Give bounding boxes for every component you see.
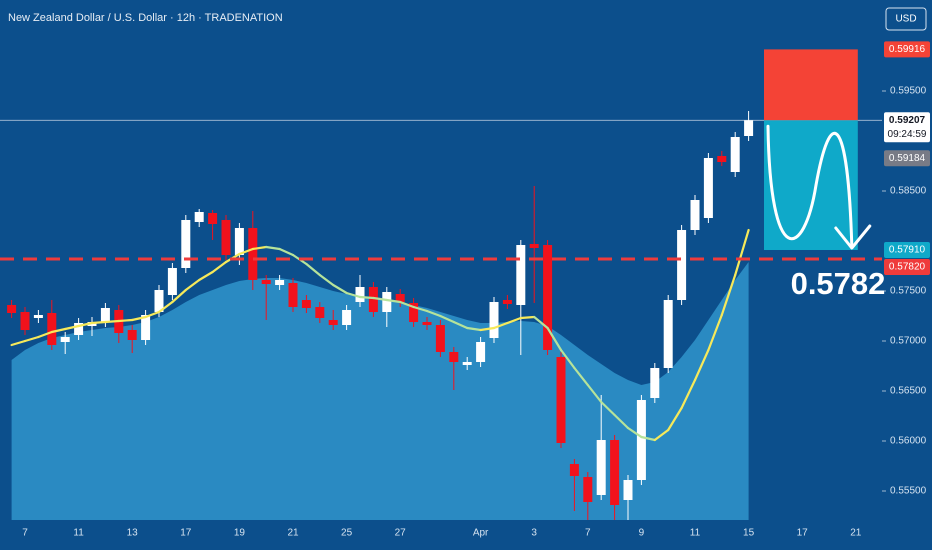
y-tick-label: 0.56000 xyxy=(890,436,927,447)
chart: New Zealand Dollar / U.S. Dollar · 12h ·… xyxy=(0,0,932,550)
candle-body xyxy=(650,368,659,398)
candle-body xyxy=(101,308,110,322)
x-tick-label: 17 xyxy=(797,528,809,539)
candle-body xyxy=(490,302,499,338)
chart-title: New Zealand Dollar / U.S. Dollar · 12h ·… xyxy=(8,12,283,24)
candle-body xyxy=(356,287,365,302)
candle-body xyxy=(222,220,231,255)
moving-average-segment xyxy=(521,317,534,318)
countdown: 09:24:59 xyxy=(888,129,927,140)
price-annotation: 0.5782 xyxy=(791,266,886,301)
stop-price-label: 0.59916 xyxy=(889,44,926,55)
x-tick-label: 25 xyxy=(341,528,353,539)
candle-body xyxy=(570,464,579,476)
moving-average-segment xyxy=(105,321,118,322)
x-tick-label: 13 xyxy=(127,528,139,539)
candle-body xyxy=(516,245,525,305)
y-tick-label: 0.57000 xyxy=(890,336,927,347)
secondary-price-label: 0.59184 xyxy=(889,153,926,164)
moving-average-segment xyxy=(92,322,105,323)
x-tick-label: 21 xyxy=(287,528,299,539)
candle-body xyxy=(235,228,244,255)
candle-body xyxy=(530,244,539,248)
x-tick-label: 7 xyxy=(585,528,591,539)
candle-body xyxy=(7,305,16,313)
last-price-label: 0.59207 xyxy=(889,115,926,126)
candle-body xyxy=(248,228,257,280)
price-line-label: 0.57820 xyxy=(889,262,926,273)
x-tick-label: 11 xyxy=(73,528,84,539)
candle-body xyxy=(181,220,190,268)
x-tick-label: Apr xyxy=(473,528,489,539)
x-tick-label: 15 xyxy=(743,528,755,539)
candle-body xyxy=(21,312,30,330)
candle-body xyxy=(731,137,740,172)
candle-body xyxy=(637,400,646,480)
currency-label[interactable]: USD xyxy=(895,14,916,25)
candle-body xyxy=(610,440,619,505)
x-tick-label: 7 xyxy=(22,528,28,539)
candle-body xyxy=(195,212,204,222)
candle-body xyxy=(289,283,298,307)
moving-average-segment xyxy=(119,320,132,321)
x-tick-label: 21 xyxy=(850,528,862,539)
candle-body xyxy=(208,213,217,224)
x-tick-label: 27 xyxy=(395,528,407,539)
moving-average-segment xyxy=(360,297,373,298)
y-tick-label: 0.58500 xyxy=(890,186,927,197)
candle-body xyxy=(61,337,70,342)
page: {"chart_data": { "type": "candlestick", … xyxy=(0,0,932,550)
target-zone xyxy=(764,120,858,250)
candle-body xyxy=(717,156,726,162)
target-price-label: 0.57910 xyxy=(889,245,926,256)
y-tick-label: 0.59500 xyxy=(890,86,927,97)
candle-body xyxy=(691,200,700,230)
candle-body xyxy=(382,292,391,312)
candle-body xyxy=(168,268,177,295)
candle-body xyxy=(128,330,137,340)
y-tick-label: 0.55500 xyxy=(890,486,927,497)
candle-body xyxy=(557,357,566,443)
stop-zone xyxy=(764,49,858,120)
x-tick-label: 17 xyxy=(180,528,192,539)
y-tick-label: 0.57500 xyxy=(890,286,927,297)
candle-body xyxy=(47,313,56,345)
x-tick-label: 9 xyxy=(639,528,645,539)
candle-body xyxy=(583,477,592,502)
candle-body xyxy=(315,307,324,318)
y-tick-label: 0.56500 xyxy=(890,386,927,397)
candle-body xyxy=(677,230,686,300)
candle-body xyxy=(624,480,633,500)
candle-body xyxy=(664,300,673,368)
candle-body xyxy=(302,300,311,308)
candle-body xyxy=(342,310,351,325)
candle-body xyxy=(463,362,472,365)
candle-body xyxy=(744,120,753,136)
candle-body xyxy=(329,320,338,325)
candle-body xyxy=(423,322,432,325)
candle-body xyxy=(436,325,445,352)
candle-body xyxy=(503,300,512,304)
candle-body xyxy=(449,352,458,362)
x-tick-label: 19 xyxy=(234,528,246,539)
candle-body xyxy=(34,315,43,318)
candle-body xyxy=(275,280,284,285)
x-tick-label: 11 xyxy=(690,528,701,539)
candle-body xyxy=(704,158,713,218)
candle-body xyxy=(262,280,271,284)
x-tick-label: 3 xyxy=(531,528,537,539)
candle-body xyxy=(597,440,606,495)
candle-body xyxy=(476,342,485,362)
